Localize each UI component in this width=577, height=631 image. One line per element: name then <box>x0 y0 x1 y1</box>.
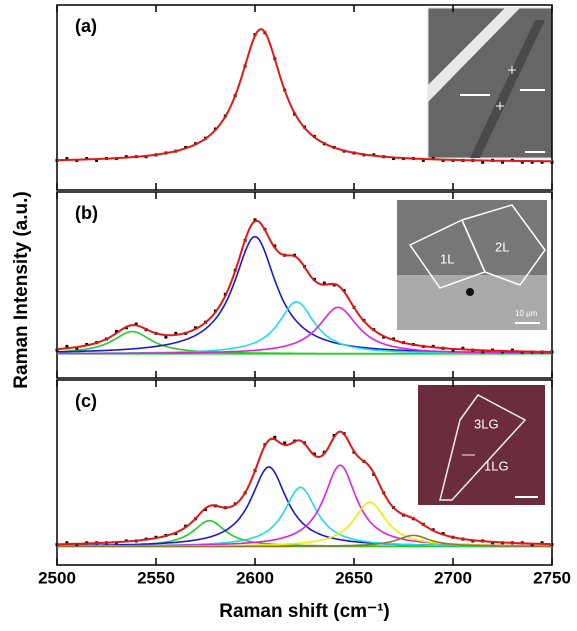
data-point <box>392 337 396 341</box>
x-tick-label: 2500 <box>38 568 76 587</box>
inset-scale-label: 10 μm <box>515 309 538 318</box>
panel-frame <box>56 4 553 191</box>
inset-image-b: 1L 2L 10 μm <box>397 200 547 330</box>
panel-frame <box>56 191 553 379</box>
data-point <box>540 160 544 164</box>
data-point <box>65 541 69 545</box>
fit-line <box>56 28 552 163</box>
data-point <box>273 435 277 439</box>
data-point <box>65 344 69 348</box>
data-point <box>441 532 445 536</box>
data-point <box>312 452 316 456</box>
data-point <box>75 346 79 350</box>
data-point <box>530 543 534 547</box>
data-point <box>481 350 485 354</box>
x-tick-label: 2600 <box>236 568 274 587</box>
data-point <box>322 281 326 285</box>
data-point <box>530 160 534 164</box>
panel-label: (a) <box>75 16 97 36</box>
inset-label: 1L <box>440 251 454 266</box>
y-axis-title: Raman Intensity (a.u.) <box>11 191 32 388</box>
data-point <box>392 157 396 161</box>
data-point <box>283 441 287 445</box>
data-point <box>164 335 168 339</box>
inset-label: 2L <box>495 239 509 254</box>
inset-image-c: 3LG 1LG <box>418 385 545 505</box>
fit-line <box>57 430 552 546</box>
panel-frame <box>56 379 553 566</box>
data-point <box>55 158 59 162</box>
data-point <box>114 330 118 333</box>
data-point <box>520 160 524 164</box>
x-axis-title: Raman shift (cm⁻¹) <box>219 601 390 622</box>
data-point <box>550 160 554 164</box>
data-point <box>65 157 69 161</box>
data-point <box>421 158 425 162</box>
inset-image-a <box>427 7 553 159</box>
data-point <box>481 160 485 164</box>
panel-label: (b) <box>75 203 98 223</box>
data-point <box>253 218 257 222</box>
data-point <box>95 158 99 162</box>
data-point <box>501 160 504 164</box>
panel-label: (c) <box>75 391 97 411</box>
data-point <box>451 348 455 352</box>
data-point <box>540 541 544 545</box>
x-tick-label: 2550 <box>137 568 175 587</box>
data-point <box>55 348 59 352</box>
inset-label: 3LG <box>474 416 499 431</box>
data-point <box>461 346 465 350</box>
x-tick-label: 2650 <box>335 568 373 587</box>
fit-component <box>57 534 552 548</box>
data-point <box>273 244 277 248</box>
x-tick-label: 2700 <box>434 568 472 587</box>
data-point <box>174 331 178 335</box>
x-tick-label: 2750 <box>533 568 571 587</box>
data-point <box>194 326 198 330</box>
data-point <box>510 348 514 352</box>
fit-component <box>57 306 553 355</box>
data-point <box>134 322 138 326</box>
data-point <box>501 350 504 354</box>
fit-line <box>56 219 552 353</box>
inset-label: 1LG <box>484 458 509 473</box>
